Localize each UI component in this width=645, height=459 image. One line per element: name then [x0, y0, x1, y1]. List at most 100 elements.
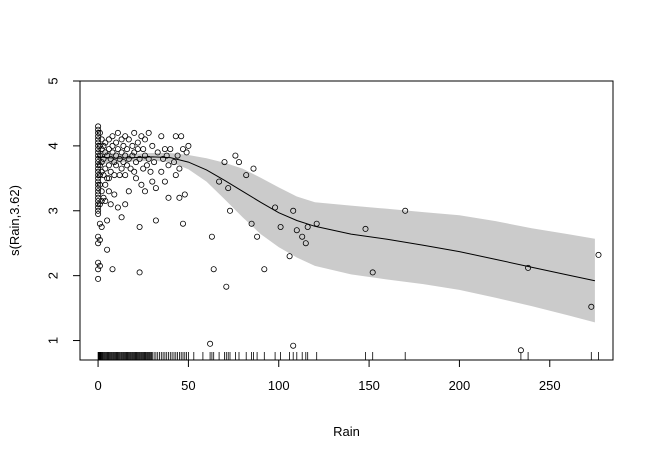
data-point — [95, 240, 102, 247]
data-point — [98, 188, 105, 195]
data-point — [120, 159, 127, 166]
data-point — [96, 152, 103, 159]
data-point — [96, 236, 103, 243]
data-point — [250, 165, 257, 172]
data-point — [114, 204, 121, 211]
data-point — [109, 133, 116, 140]
data-point — [131, 129, 138, 136]
data-point — [138, 181, 145, 188]
data-point — [136, 223, 143, 230]
data-point — [114, 146, 121, 153]
data-point — [127, 165, 134, 172]
data-point — [145, 129, 152, 136]
x-tick-label: 250 — [539, 378, 561, 393]
data-point — [98, 168, 105, 175]
data-point — [161, 178, 168, 185]
data-point — [95, 204, 102, 211]
data-point — [140, 146, 147, 153]
data-point — [136, 269, 143, 276]
data-point — [299, 233, 306, 240]
data-point — [95, 152, 102, 159]
data-point — [161, 146, 168, 153]
data-point — [98, 223, 105, 230]
data-point — [178, 133, 185, 140]
data-point — [158, 168, 165, 175]
data-point — [105, 146, 112, 153]
data-point — [95, 149, 102, 156]
data-point — [131, 149, 138, 156]
smooth-fit-line — [98, 156, 596, 282]
x-tick-label: 200 — [449, 378, 471, 393]
data-point — [95, 181, 102, 188]
data-point — [172, 133, 179, 140]
data-point — [134, 146, 141, 153]
data-point — [96, 142, 103, 149]
data-point — [147, 168, 154, 175]
data-point — [129, 142, 136, 149]
y-axis: 1 2 3 4 5 — [46, 77, 81, 344]
data-point — [254, 233, 261, 240]
data-point — [277, 223, 284, 230]
x-tick-label: 50 — [181, 378, 195, 393]
data-point — [208, 233, 215, 240]
data-point — [125, 136, 132, 143]
data-point — [95, 168, 102, 175]
data-point — [111, 172, 118, 179]
data-point — [152, 217, 159, 224]
data-point — [95, 197, 102, 204]
data-point — [95, 175, 102, 182]
data-point — [134, 139, 141, 146]
data-point — [95, 146, 102, 153]
data-point — [132, 175, 139, 182]
data-point — [290, 207, 297, 214]
data-point — [102, 149, 109, 156]
data-point — [96, 201, 103, 208]
data-point — [140, 165, 147, 172]
data-point — [95, 201, 102, 208]
data-point — [102, 139, 109, 146]
data-point — [95, 136, 102, 143]
data-point — [118, 149, 125, 156]
data-point — [176, 165, 183, 172]
data-point — [225, 185, 232, 192]
data-point — [105, 136, 112, 143]
data-points — [95, 123, 602, 354]
data-point — [158, 133, 165, 140]
confidence-band — [98, 149, 595, 323]
data-point — [95, 191, 102, 198]
data-point — [104, 152, 111, 159]
data-point — [221, 159, 228, 166]
data-point — [113, 139, 120, 146]
data-point — [125, 155, 132, 162]
data-point — [124, 162, 131, 169]
data-point — [105, 162, 112, 169]
data-point — [122, 172, 129, 179]
data-point — [226, 207, 233, 214]
data-point — [100, 155, 107, 162]
data-point — [104, 246, 111, 253]
data-point — [105, 175, 112, 182]
data-point — [183, 149, 190, 156]
data-point — [104, 175, 111, 182]
data-point — [102, 165, 109, 172]
data-point — [179, 220, 186, 227]
data-point — [95, 210, 102, 217]
data-point — [243, 172, 250, 179]
data-point — [109, 266, 116, 273]
data-point — [95, 207, 102, 214]
data-point — [105, 188, 112, 195]
data-point — [210, 266, 217, 273]
data-point — [167, 146, 174, 153]
data-point — [95, 126, 102, 133]
x-tick-label: 100 — [268, 378, 290, 393]
data-point — [111, 159, 118, 166]
data-point — [174, 152, 181, 159]
data-point — [107, 201, 114, 208]
data-point — [286, 253, 293, 260]
data-point — [124, 146, 131, 153]
data-point — [109, 142, 116, 149]
y-axis-title: s(Rain,3.62) — [7, 185, 22, 256]
data-point — [261, 266, 268, 273]
data-point — [362, 225, 369, 232]
data-point — [129, 152, 136, 159]
